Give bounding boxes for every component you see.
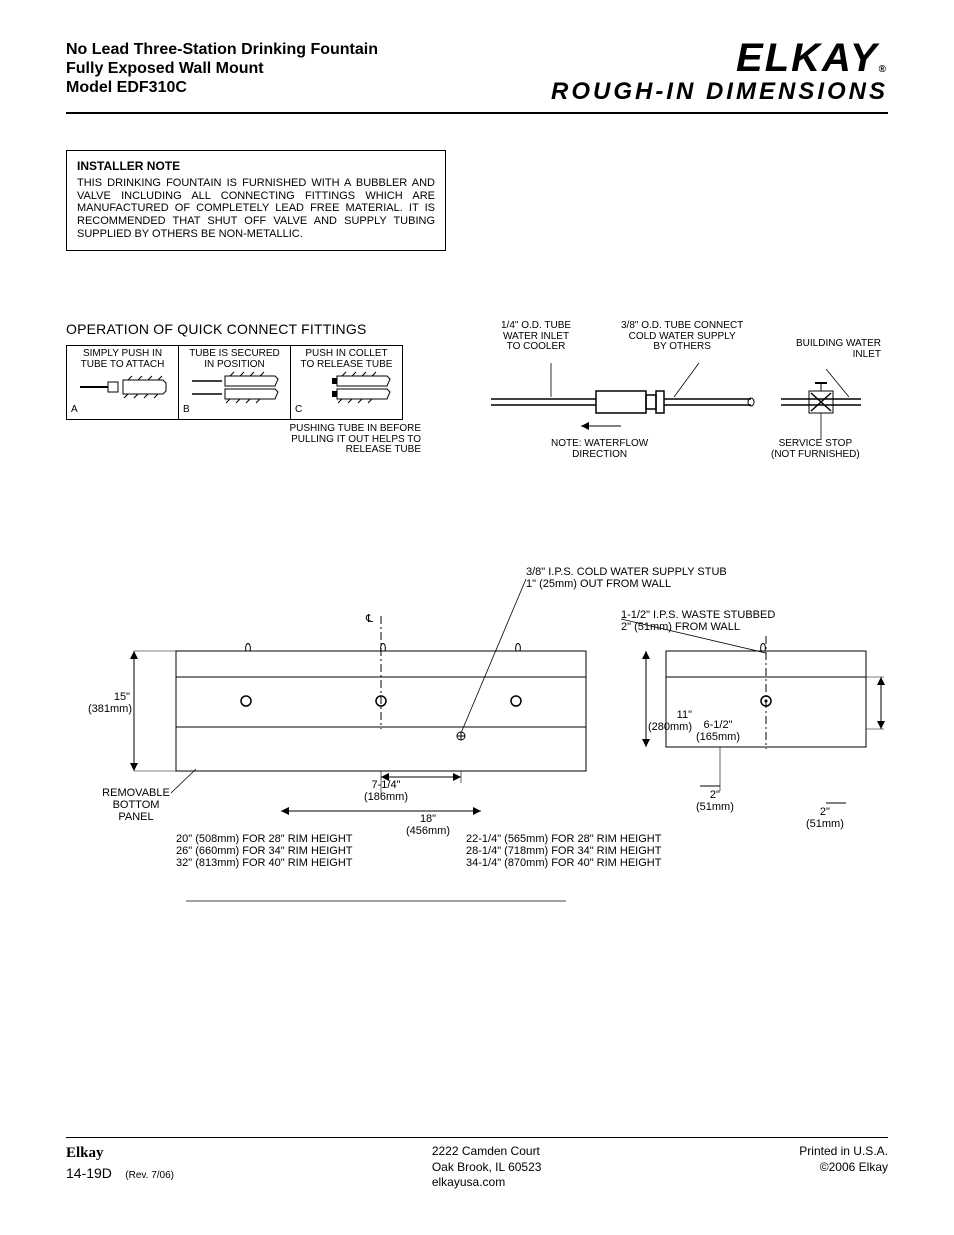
label-cold-stub: 3/8" I.P.S. COLD WATER SUPPLY STUB 1" (2…	[526, 566, 727, 590]
label-cold-supply: 3/8" O.D. TUBE CONNECT COLD WATER SUPPLY…	[621, 321, 743, 353]
page-footer: Elkay 14-19D (Rev. 7/06) 2222 Camden Cou…	[66, 1137, 888, 1191]
fitting-a-icon	[78, 374, 168, 400]
title-block: No Lead Three-Station Drinking Fountain …	[66, 40, 378, 98]
registered-mark: ®	[879, 64, 888, 75]
label-dim-2b: 2" (51mm)	[806, 806, 844, 830]
label-left-heights: 20" (508mm) FOR 28" RIM HEIGHT 26" (660m…	[176, 833, 353, 869]
quick-connect-block: OPERATION OF QUICK CONNECT FITTINGS SIMP…	[66, 321, 421, 471]
footer-rev: (Rev. 7/06)	[125, 1170, 174, 1181]
qc-note-l3: RELEASE TUBE	[346, 444, 421, 455]
qc-cell-c: PUSH IN COLLETTO RELEASE TUBE C	[291, 346, 403, 420]
qc-note-l1: PUSHING TUBE IN BEFORE	[289, 423, 421, 434]
qc-b-l1: TUBE IS SECURED	[189, 348, 280, 359]
label-dim-7-14: 7-1/4" (186mm)	[364, 779, 408, 803]
label-dim-18: 18" (456mm)	[406, 813, 450, 837]
footer-right: Printed in U.S.A. ©2006 Elkay	[799, 1144, 888, 1191]
label-inlet-cooler: 1/4" O.D. TUBE WATER INLET TO COOLER	[501, 321, 571, 353]
qc-b-letter: B	[183, 404, 286, 415]
plumbing-schematic: 1/4" O.D. TUBE WATER INLET TO COOLER 3/8…	[481, 321, 881, 471]
qc-cell-a: SIMPLY PUSH INTUBE TO ATTACH A	[67, 346, 179, 420]
brand-logo: ELKAY®	[551, 40, 888, 76]
qc-b-diagram	[183, 372, 286, 402]
label-right-heights: 22-1/4" (565mm) FOR 28" RIM HEIGHT 28-1/…	[466, 833, 661, 869]
fitting-c-icon	[302, 374, 392, 400]
footer-rule	[66, 1137, 888, 1138]
qc-note-l2: PULLING IT OUT HELPS TO	[291, 434, 421, 445]
label-removable: REMOVABLE BOTTOM PANEL	[96, 787, 176, 823]
qc-c-l2: TO RELEASE TUBE	[301, 359, 393, 370]
footer-brand: Elkay	[66, 1144, 174, 1164]
fitting-b-icon	[190, 374, 280, 400]
qc-b-l2: IN POSITION	[204, 359, 265, 370]
footer-center: 2222 Camden Court Oak Brook, IL 60523 el…	[432, 1144, 542, 1191]
installer-body: THIS DRINKING FOUNTAIN IS FURNISHED WITH…	[77, 177, 435, 240]
brand-block: ELKAY® ROUGH-IN DIMENSIONS	[551, 40, 888, 106]
footer-page: 14-19D	[66, 1165, 112, 1181]
quick-connect-title: OPERATION OF QUICK CONNECT FITTINGS	[66, 321, 421, 337]
quick-connect-note: PUSHING TUBE IN BEFORE PULLING IT OUT HE…	[66, 424, 421, 456]
qc-cell-b: TUBE IS SECUREDIN POSITION B	[179, 346, 291, 420]
footer-left: Elkay 14-19D (Rev. 7/06)	[66, 1144, 174, 1191]
label-service-stop: SERVICE STOP (NOT FURNISHED)	[771, 439, 860, 460]
label-waste: 1-1/2" I.P.S. WASTE STUBBED 2" (51mm) FR…	[621, 609, 775, 633]
label-waterflow: NOTE: WATERFLOW DIRECTION	[551, 439, 648, 460]
qc-c-l1: PUSH IN COLLET	[305, 348, 387, 359]
installer-heading: INSTALLER NOTE	[77, 159, 435, 173]
installer-note-box: INSTALLER NOTE THIS DRINKING FOUNTAIN IS…	[66, 150, 446, 251]
page-header: No Lead Three-Station Drinking Fountain …	[66, 40, 888, 114]
label-dim-2a: 2" (51mm)	[696, 789, 734, 813]
label-dim-11: 11" (280mm)	[646, 709, 692, 733]
label-dim-6-12: 6-1/2" (165mm)	[696, 719, 740, 743]
qc-c-letter: C	[295, 404, 398, 415]
brand-text: ELKAY	[736, 36, 879, 80]
quick-connect-table: SIMPLY PUSH INTUBE TO ATTACH A TUBE IS	[66, 345, 403, 420]
qc-a-l1: SIMPLY PUSH IN	[83, 348, 162, 359]
mid-section: OPERATION OF QUICK CONNECT FITTINGS SIMP…	[66, 321, 888, 471]
label-cl: ℄	[366, 613, 373, 625]
qc-a-l2: TUBE TO ATTACH	[81, 359, 165, 370]
qc-a-letter: A	[71, 404, 174, 415]
title-line-3: Model EDF310C	[66, 78, 378, 97]
label-dim-15: 15" (381mm)	[88, 691, 130, 715]
roughin-diagram: 3/8" I.P.S. COLD WATER SUPPLY STUB 1" (2…	[66, 571, 886, 941]
qc-c-diagram	[295, 372, 398, 402]
brand-subtitle: ROUGH-IN DIMENSIONS	[551, 78, 888, 106]
label-building-inlet: BUILDING WATER INLET	[781, 339, 881, 360]
qc-a-diagram	[71, 372, 174, 402]
title-line-2: Fully Exposed Wall Mount	[66, 59, 378, 78]
title-line-1: No Lead Three-Station Drinking Fountain	[66, 40, 378, 59]
